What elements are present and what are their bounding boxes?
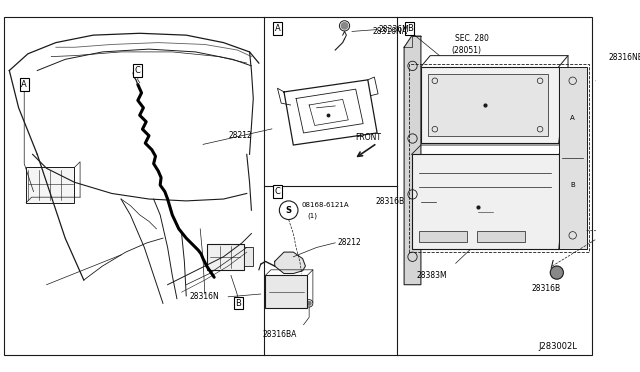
Bar	[266, 275, 307, 308]
Circle shape	[341, 23, 348, 29]
Text: 28316B: 28316B	[376, 197, 405, 206]
Text: FRONT: FRONT	[355, 133, 381, 142]
Text: B: B	[236, 299, 241, 308]
Bar	[428, 74, 548, 136]
Text: 28212: 28212	[228, 131, 252, 140]
Bar	[409, 64, 589, 252]
Bar	[244, 247, 253, 266]
Text: J283002L: J283002L	[538, 341, 577, 351]
Bar	[477, 231, 525, 242]
Text: 28316B: 28316B	[531, 284, 560, 293]
Text: SEC. 280: SEC. 280	[455, 34, 489, 44]
Bar	[421, 67, 559, 143]
Circle shape	[307, 301, 311, 305]
Text: 28316NA: 28316NA	[372, 27, 408, 36]
Text: 28316BA: 28316BA	[262, 330, 296, 339]
Polygon shape	[404, 36, 421, 285]
Bar	[419, 231, 467, 242]
Bar	[26, 167, 74, 203]
Text: B: B	[570, 182, 575, 189]
Text: S: S	[285, 206, 292, 215]
Text: 28316NB: 28316NB	[609, 53, 640, 62]
Text: (1): (1)	[307, 212, 317, 219]
Polygon shape	[275, 252, 305, 273]
Text: A: A	[21, 80, 27, 89]
Text: 08168-6121A: 08168-6121A	[301, 202, 349, 208]
Text: 28336M: 28336M	[379, 25, 410, 34]
Text: C: C	[135, 66, 141, 75]
Text: (28051): (28051)	[451, 45, 481, 55]
Text: A: A	[275, 24, 280, 33]
Bar	[207, 244, 244, 270]
Text: C: C	[275, 187, 280, 196]
Text: 28316N: 28316N	[189, 292, 219, 301]
Text: 28383M: 28383M	[416, 271, 447, 280]
Text: B: B	[407, 24, 413, 33]
Bar	[412, 154, 559, 249]
Text: 28212: 28212	[337, 238, 361, 247]
Bar	[559, 67, 587, 249]
Text: A: A	[570, 115, 575, 121]
Circle shape	[550, 266, 563, 279]
